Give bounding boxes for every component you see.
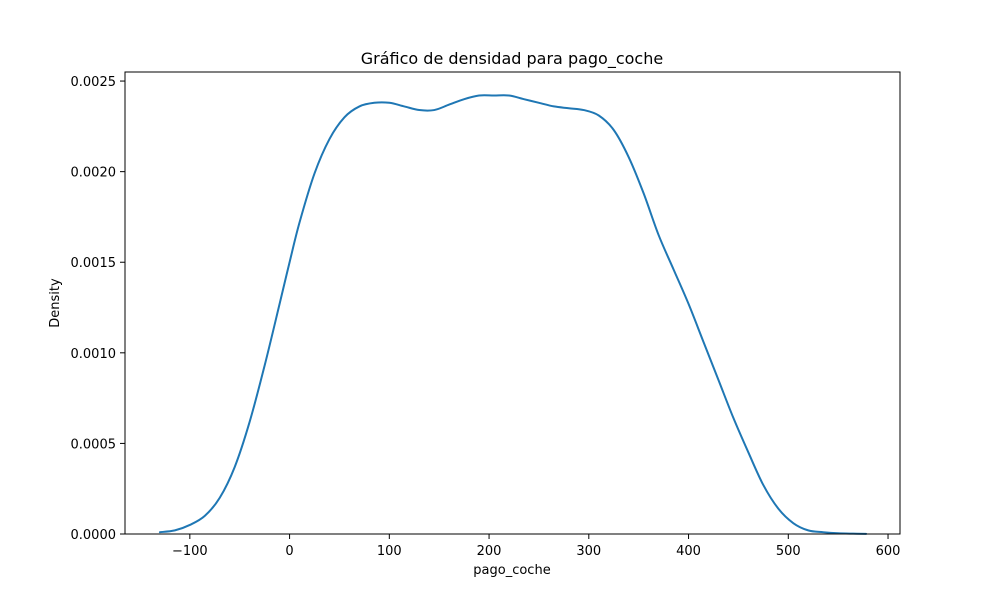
y-tick-label: 0.0005 bbox=[71, 437, 117, 452]
x-tick-label: 500 bbox=[776, 544, 801, 559]
x-tick-label: 200 bbox=[477, 544, 502, 559]
y-axis: 0.0000 0.0005 0.0010 0.0015 0.0020 0.0025 bbox=[71, 75, 125, 543]
y-tick-label: 0.0020 bbox=[71, 166, 117, 181]
x-tick-label: 0 bbox=[285, 544, 293, 559]
y-tick-label: 0.0010 bbox=[71, 347, 117, 362]
y-tick-label: 0.0025 bbox=[71, 75, 117, 90]
x-axis: −100 0 100 200 300 400 500 600 bbox=[172, 534, 900, 559]
x-tick-label: 300 bbox=[576, 544, 601, 559]
y-tick-label: 0.0000 bbox=[71, 528, 117, 543]
x-tick-label: −100 bbox=[172, 544, 208, 559]
x-tick-label: 100 bbox=[377, 544, 402, 559]
plot-frame bbox=[124, 71, 901, 535]
density-curve bbox=[158, 94, 868, 535]
chart-title: Gráfico de densidad para pago_coche bbox=[361, 49, 663, 69]
x-axis-label: pago_coche bbox=[473, 563, 550, 578]
x-tick-label: 400 bbox=[676, 544, 701, 559]
y-axis-label: Density bbox=[48, 278, 63, 328]
y-tick-label: 0.0015 bbox=[71, 256, 117, 271]
x-tick-label: 600 bbox=[876, 544, 901, 559]
